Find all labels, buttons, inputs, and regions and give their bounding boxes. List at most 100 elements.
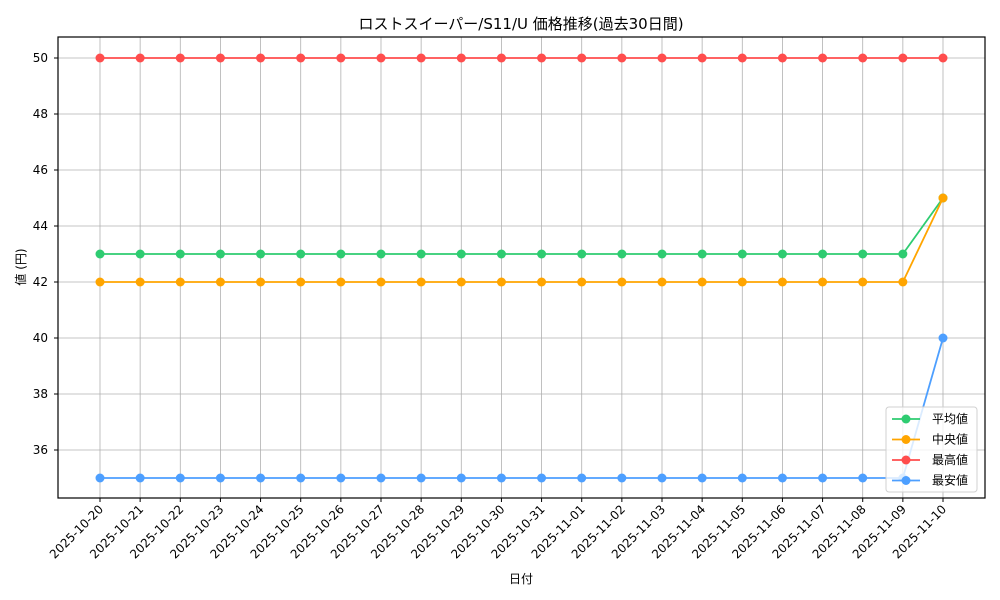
data-point [376,249,386,259]
data-point [938,193,948,203]
data-point [256,473,266,483]
data-point [777,277,787,287]
y-axis: 36 38 40 42 44 46 48 50 [33,51,58,457]
data-point [577,249,587,259]
legend-item: 最高値 [892,452,968,467]
data-point [537,277,547,287]
data-point [416,277,426,287]
data-point [296,473,306,483]
y-tick-label: 42 [33,275,48,289]
legend-marker-icon [901,455,911,465]
y-tick-label: 44 [33,219,48,233]
x-axis-label: 日付 [509,572,533,586]
data-point [858,249,868,259]
data-point [456,277,466,287]
data-point [376,277,386,287]
data-point [858,53,868,63]
data-point [175,53,185,63]
data-point [95,473,105,483]
data-point [175,473,185,483]
data-point [617,473,627,483]
legend-box [885,406,978,493]
series-line [95,193,948,287]
data-point [818,277,828,287]
data-point [175,277,185,287]
data-point [416,249,426,259]
data-point [496,249,506,259]
data-point [95,277,105,287]
data-point [135,277,145,287]
y-axis-label: 値 (円) [13,248,28,285]
data-point [657,473,667,483]
data-point [818,249,828,259]
legend-marker-icon [901,476,911,485]
grid-lines [58,37,985,498]
data-point [496,473,506,483]
data-point [617,53,627,63]
data-point [456,53,466,63]
data-point [938,333,948,343]
legend-item: 中央値 [892,432,968,447]
data-point [737,473,747,483]
data-point [256,249,266,259]
data-point [537,473,547,483]
data-point [577,53,587,63]
data-point [215,473,225,483]
data-point [215,53,225,63]
legend-label: 最高値 [932,452,968,467]
legend-item: 最安値 [892,473,968,488]
data-point [737,277,747,287]
data-point [256,277,266,287]
data-point [777,473,787,483]
data-point [537,53,547,63]
x-axis: 2025-10-202025-10-212025-10-222025-10-23… [47,498,949,561]
data-point [336,277,346,287]
legend-marker-icon [901,435,911,444]
data-point [697,473,707,483]
data-point [95,53,105,63]
data-point [296,53,306,63]
legend-label: 平均値 [932,411,968,426]
data-point [898,249,908,259]
data-point [376,53,386,63]
y-tick-label: 46 [33,163,48,177]
data-point [697,249,707,259]
data-point [577,277,587,287]
data-point [135,53,145,63]
data-point [617,277,627,287]
data-point [456,249,466,259]
data-point [215,277,225,287]
data-point [737,53,747,63]
data-point [577,473,587,483]
data-point [697,277,707,287]
data-point [215,249,225,259]
data-point [135,249,145,259]
data-point [777,249,787,259]
y-tick-label: 48 [33,107,48,121]
data-point [416,473,426,483]
data-point [416,53,426,63]
data-point [818,53,828,63]
legend-marker-icon [901,414,911,424]
y-tick-label: 38 [33,387,48,401]
data-point [256,53,266,63]
data-point [777,53,787,63]
data-point [697,53,707,63]
data-point [898,53,908,63]
data-point [296,277,306,287]
data-point [617,249,627,259]
legend-label: 最安値 [932,473,968,488]
data-point [657,249,667,259]
data-point [135,473,145,483]
series-line [95,193,948,259]
data-point [376,473,386,483]
series-line [95,53,948,63]
data-point [537,249,547,259]
data-point [657,53,667,63]
data-point [737,249,747,259]
data-point [858,277,868,287]
data-point [858,473,868,483]
data-point [496,53,506,63]
